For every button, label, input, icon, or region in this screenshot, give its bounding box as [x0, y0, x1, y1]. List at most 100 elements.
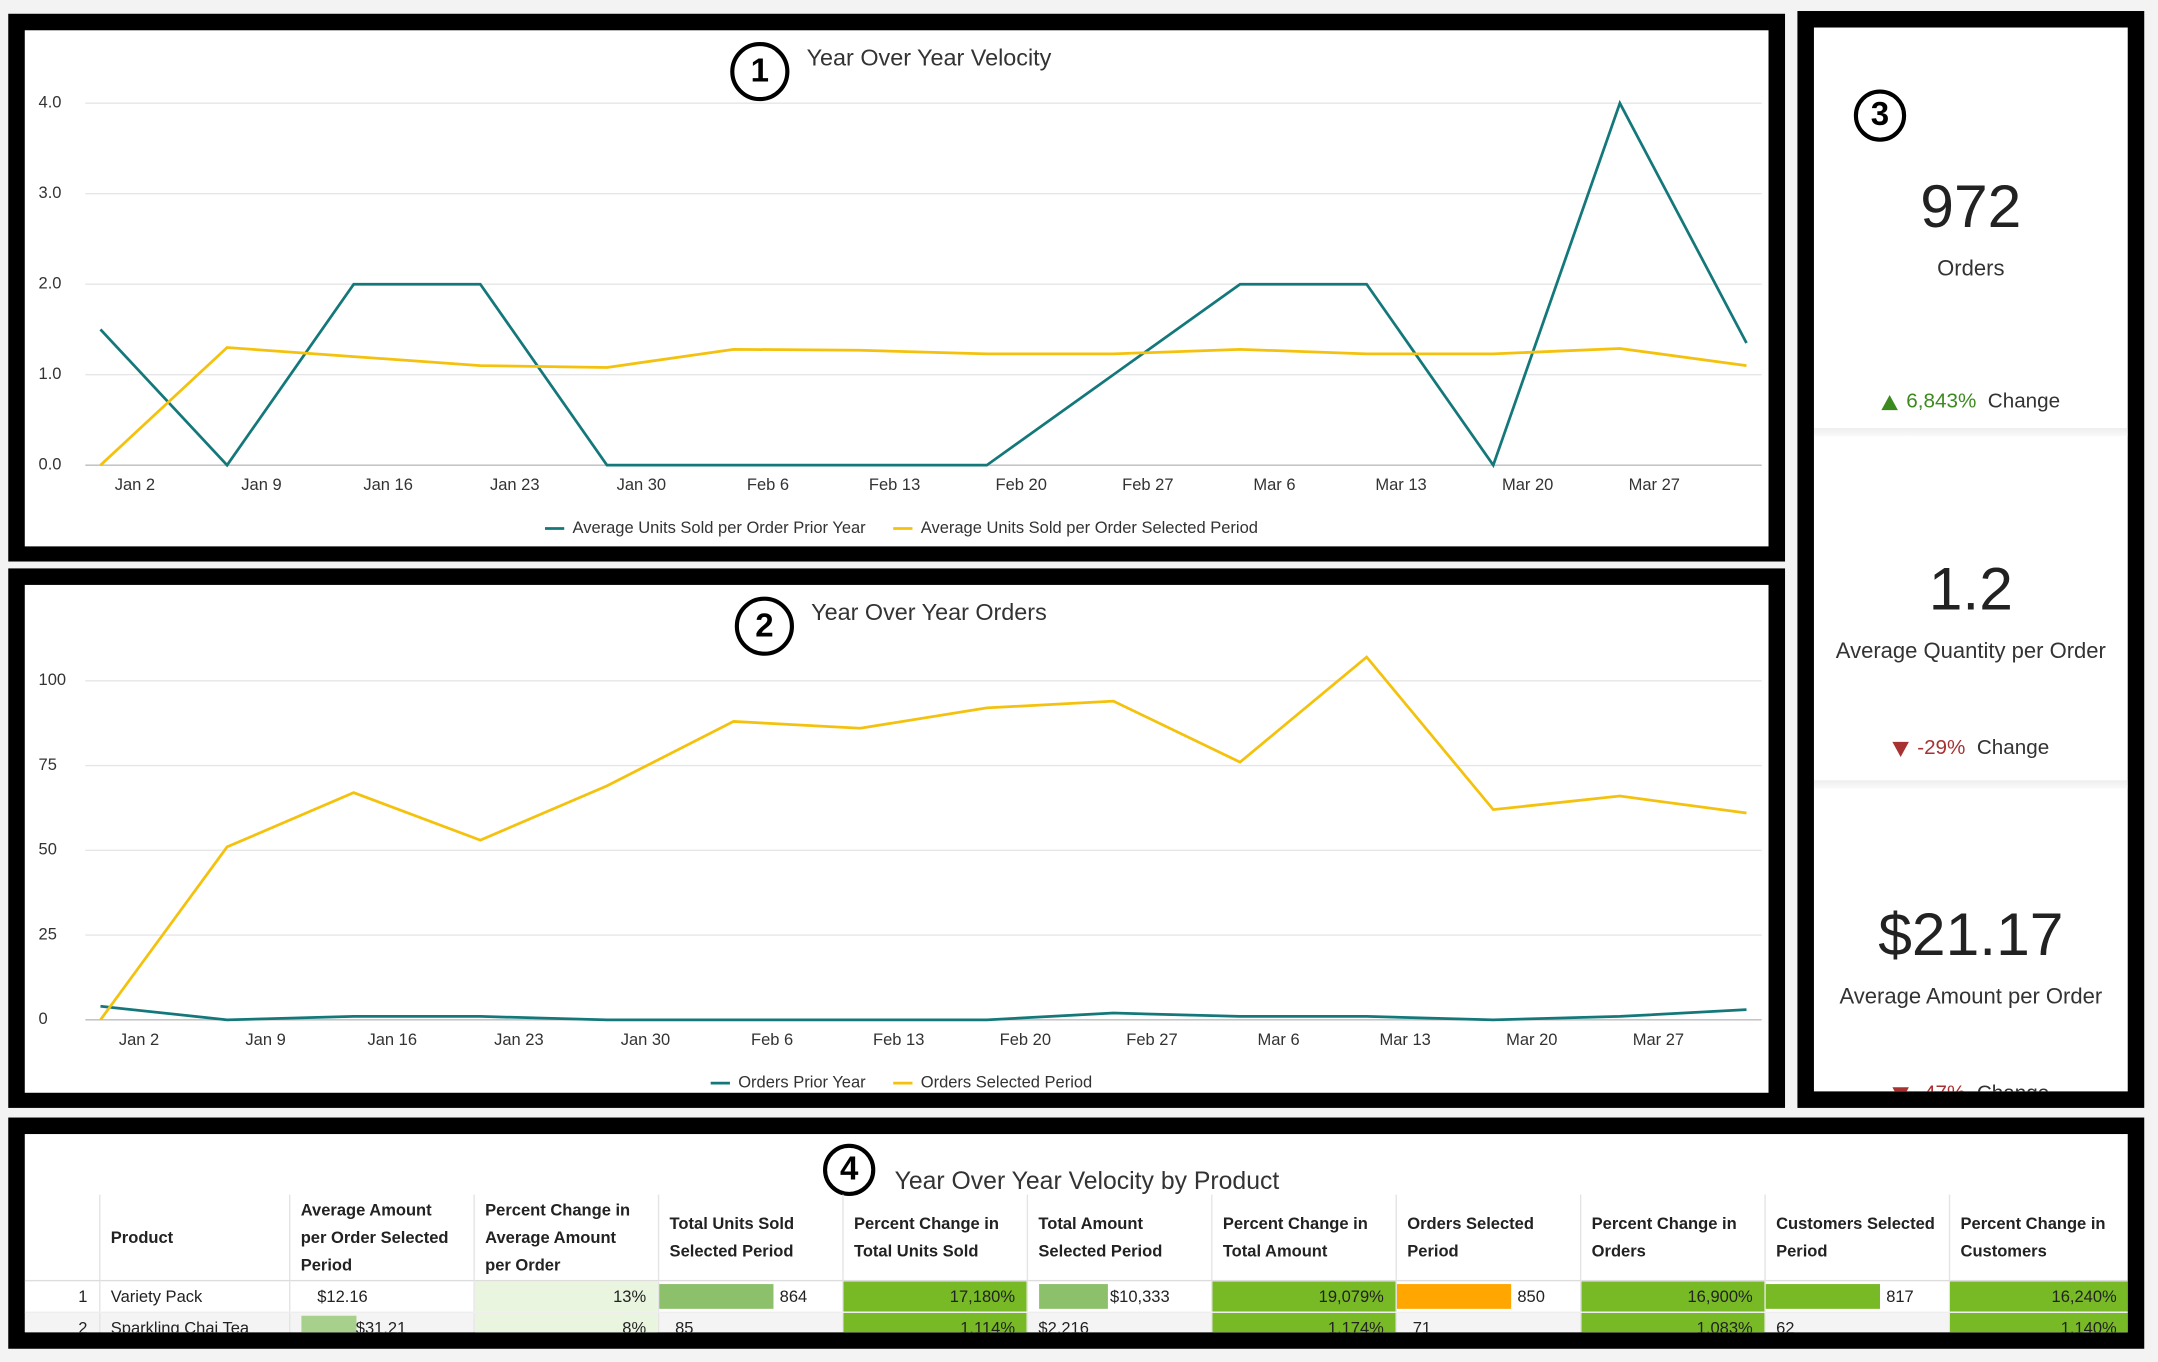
cell: $2,216: [1026, 1312, 1212, 1333]
kpi-label: Average Amount per Order: [1839, 985, 2103, 1009]
header-cell: Percent Change in Total Amount: [1210, 1194, 1396, 1282]
separator: [1813, 780, 2128, 789]
arrow-down: [1892, 1086, 1909, 1092]
x-tick-label: Jan 2: [119, 1031, 159, 1049]
x-tick-label: Feb 27: [1122, 476, 1173, 494]
header-cell: Product: [98, 1194, 290, 1282]
cell: Sparkling Chai Tea: [98, 1312, 290, 1333]
cell: 1,174%: [1210, 1312, 1396, 1333]
x-tick-label: Jan 16: [367, 1031, 417, 1049]
table-row: 1 Variety Pack $12.16 13% 864 17,180% $1…: [24, 1280, 2128, 1313]
x-tick-label: Mar 13: [1380, 1031, 1431, 1049]
cell: 864: [657, 1280, 843, 1313]
series-line: [99, 346, 1747, 467]
y-tick-label: 50: [39, 841, 57, 859]
panel-velocity: [8, 13, 1786, 562]
badge: 3: [1853, 89, 1907, 142]
panel-inner: [24, 584, 1769, 1093]
change-value: -47%: [1917, 1082, 1965, 1092]
cell: $12.16: [288, 1280, 474, 1313]
badge: 1: [751, 52, 769, 89]
cell-text: $12.16: [317, 1286, 368, 1307]
cell-bar: [1038, 1284, 1108, 1309]
table-inner: 4 Year Over Year Velocity by Product Pro…: [24, 1134, 2128, 1333]
header-cell: Percent Change in Average Amount per Ord…: [472, 1194, 658, 1282]
header-cell: Average Amount per Order Selected Period: [288, 1194, 474, 1282]
cell-bar: [300, 1315, 356, 1333]
cell: Variety Pack: [98, 1280, 290, 1313]
kpi-inner: 3 972 Orders 6,843% Change 1.2 Average Q…: [1813, 27, 2128, 1092]
y-tick-label: 0: [39, 1010, 48, 1028]
change-label: Change: [1977, 1082, 2049, 1092]
cell-text: 71: [1412, 1318, 1432, 1333]
y-tick-label: 75: [39, 756, 57, 774]
x-tick-label: Feb 20: [1000, 1031, 1051, 1049]
panel-inner: [24, 30, 1769, 547]
cell: 13%: [472, 1280, 658, 1313]
row-index: 1: [24, 1280, 100, 1313]
kpi-value: $21.17: [1878, 901, 2064, 969]
y-tick-label: 2.0: [39, 275, 62, 293]
y-tick-label: 4.0: [39, 94, 62, 112]
x-tick-label: Jan 30: [621, 1031, 671, 1049]
x-tick-label: Jan 2: [115, 476, 155, 494]
table-title: Year Over Year Velocity by Product: [894, 1167, 1280, 1195]
charts-layer: Year Over Year Velocity 1 0.0 1.0 2.0 3.0 4.0 J…: [39, 41, 1762, 1091]
cell-text: 817: [1886, 1286, 1914, 1307]
cell-text: 62: [1776, 1318, 1795, 1333]
header-cell: [24, 1194, 100, 1282]
x-tick-label: Mar 20: [1506, 1031, 1557, 1049]
x-tick-label: Jan 9: [241, 476, 281, 494]
badge-circle: [734, 596, 794, 656]
x-tick-label: Jan 9: [245, 1031, 285, 1049]
cell: 62: [1763, 1312, 1949, 1333]
cell-text: $31.21: [355, 1318, 407, 1333]
x-tick-label: Mar 27: [1633, 1031, 1684, 1049]
header-cell: Total Amount Selected Period: [1026, 1194, 1212, 1282]
cell: 16,900%: [1579, 1280, 1765, 1313]
header-cell: Total Units Sold Selected Period: [657, 1194, 843, 1282]
legend-label: Average Units Sold per Order Selected Pe…: [921, 519, 1258, 537]
header-cell: Customers Selected Period: [1763, 1194, 1949, 1282]
cell: 1,140%: [1948, 1312, 2128, 1333]
x-tick-label: Feb 6: [747, 476, 789, 494]
header-cell: Orders Selected Period: [1394, 1194, 1580, 1282]
x-tick-label: Feb 13: [869, 476, 920, 494]
change-label: Change: [1987, 389, 2061, 413]
y-tick-label: 100: [39, 671, 67, 689]
y-tick-label: 25: [39, 925, 57, 943]
x-tick-label: Jan 23: [494, 1031, 544, 1049]
change-label: Change: [1976, 736, 2050, 760]
header-row: Product Average Amount per Order Selecte…: [24, 1194, 2128, 1282]
product-table: Product Average Amount per Order Selecte…: [24, 1194, 2128, 1333]
legend-label: Orders Prior Year: [738, 1073, 866, 1091]
kpi-value: 1.2: [1928, 556, 2013, 624]
kpi-label: Average Quantity per Order: [1835, 639, 2106, 664]
cell-text: 85: [675, 1318, 694, 1333]
cell-text: 850: [1517, 1286, 1545, 1307]
cell: 1,114%: [841, 1312, 1027, 1333]
badge-circle: [730, 41, 790, 102]
cell-bar: [658, 1284, 773, 1309]
legend-label: Average Units Sold per Order Prior Year: [572, 519, 866, 537]
arrow-down: [1892, 741, 1909, 757]
cell: 817: [1763, 1280, 1949, 1313]
y-tick-label: 0.0: [39, 456, 62, 474]
x-tick-label: Jan 30: [617, 476, 667, 494]
chart-title: Year Over Year Velocity: [807, 44, 1052, 70]
header-cell: Percent Change in Orders: [1579, 1194, 1765, 1282]
table-row: 2 Sparkling Chai Tea $31.21 8% 85 1,114%…: [24, 1312, 2128, 1333]
cell: 850: [1394, 1280, 1580, 1313]
kpi-value: 972: [1920, 173, 2022, 241]
cell: 16,240%: [1948, 1280, 2128, 1313]
header-cell: Percent Change in Total Units Sold: [841, 1194, 1027, 1282]
cell-text: 864: [779, 1286, 808, 1307]
x-tick-label: Mar 6: [1257, 1031, 1299, 1049]
x-tick-label: Jan 23: [490, 476, 540, 494]
cell: 19,079%: [1210, 1280, 1396, 1313]
series-line: [99, 655, 1747, 1021]
chart-title: Year Over Year Orders: [811, 599, 1047, 625]
x-tick-label: Mar 6: [1253, 476, 1295, 494]
